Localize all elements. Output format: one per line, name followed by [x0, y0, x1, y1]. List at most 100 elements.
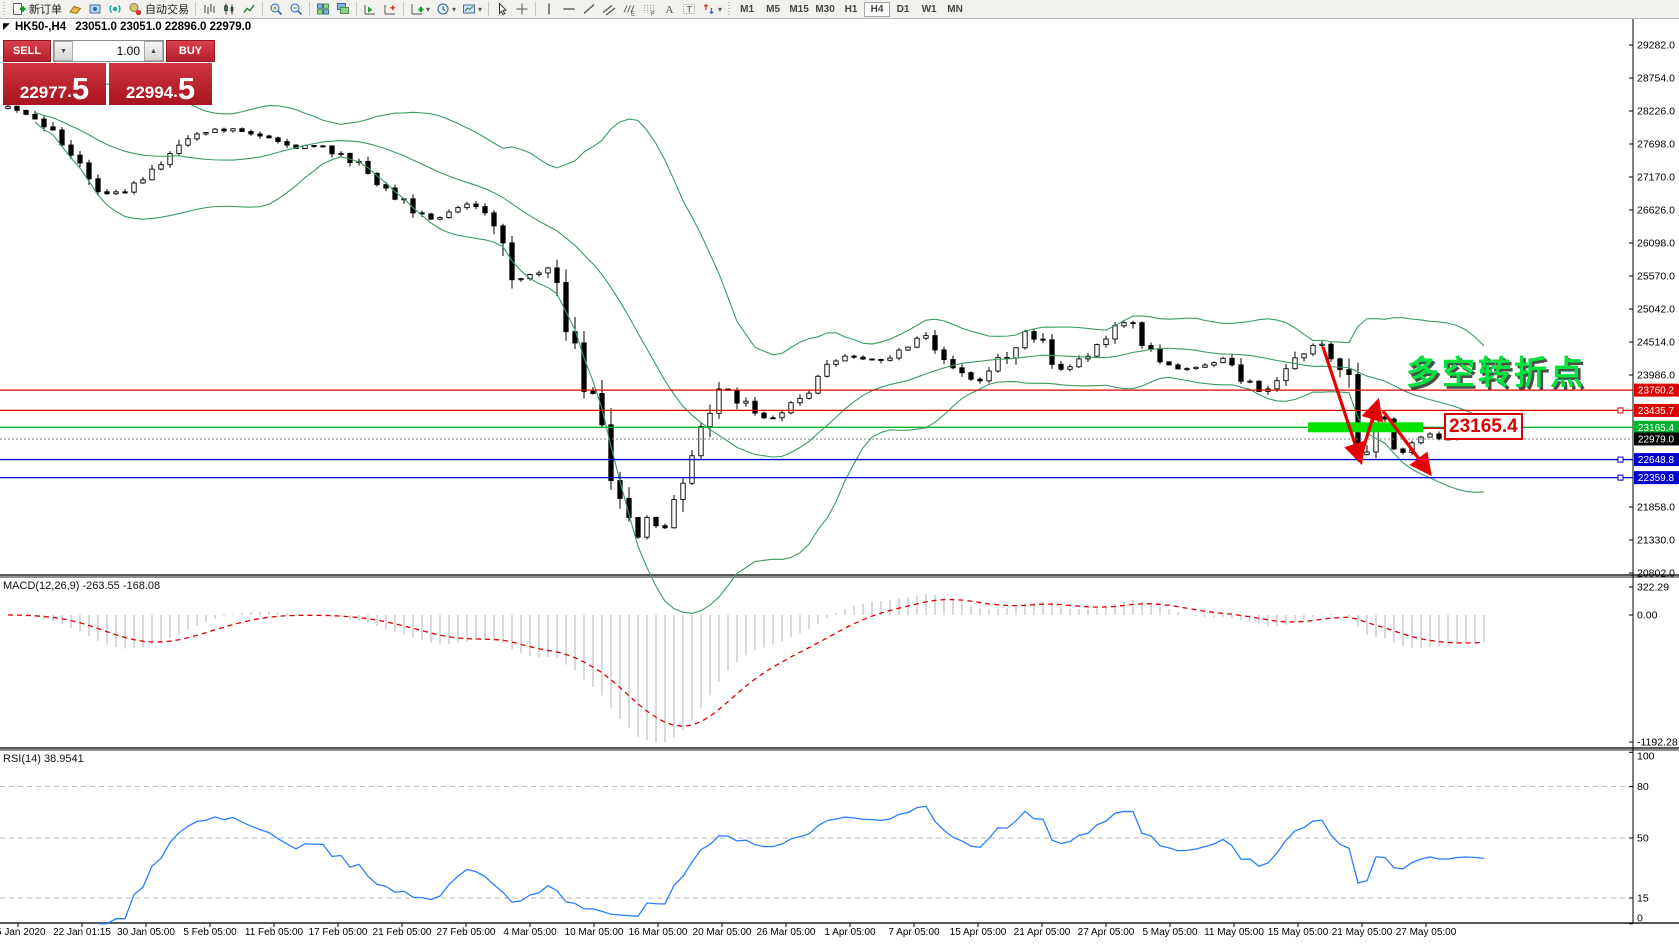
chart-canvas[interactable]: 23760.223435.723165.422979.022648.822359…: [0, 18, 1679, 944]
chevron-down-icon[interactable]: ▾: [478, 4, 483, 14]
new-order-button[interactable]: 新订单: [9, 1, 65, 18]
timeframe-H1-button[interactable]: H1: [844, 3, 858, 15]
price-axis: 29282.0 28754.0 28226.0 27698.0 27170.0 26626…: [1629, 40, 1675, 580]
cascade-windows-button[interactable]: [333, 1, 353, 18]
chart-title: HK50-,H4 23051.0 23051.0 22896.0 22979.0: [15, 21, 251, 33]
toolbar-separator: [535, 2, 537, 16]
tile-windows-button[interactable]: [313, 1, 333, 18]
fibonacci-button[interactable]: E: [619, 1, 639, 18]
sell-button[interactable]: SELL: [3, 40, 51, 62]
svg-text:A: A: [666, 4, 674, 16]
indicators-button[interactable]: ▾: [407, 1, 433, 18]
buy-price-frac: 5: [177, 71, 196, 106]
svg-text:15 Apr 05:00: 15 Apr 05:00: [950, 927, 1007, 938]
auto-scroll-button[interactable]: [360, 1, 380, 18]
bar-chart-button[interactable]: [199, 1, 219, 18]
macd-indicator-label: MACD(12,26,9) -263.55 -168.08: [3, 580, 160, 592]
svg-text:5 May 05:00: 5 May 05:00: [1142, 927, 1197, 938]
svg-text:27 Feb 05:00: 27 Feb 05:00: [437, 927, 496, 938]
cursor-button[interactable]: [492, 1, 512, 18]
chart-shift-icon: [383, 2, 397, 16]
timeframe-H4-button[interactable]: H4: [864, 1, 891, 17]
auto-trading-icon: [128, 2, 142, 16]
templates-button[interactable]: ▾: [459, 1, 485, 18]
svg-text:30 Jan 05:00: 30 Jan 05:00: [117, 927, 175, 938]
volume-spinner: ▼ ▲: [53, 40, 164, 62]
trendline-button[interactable]: [579, 1, 599, 18]
buy-price-dot: .: [173, 82, 178, 101]
chevron-down-icon[interactable]: ▾: [426, 4, 431, 14]
svg-text:22648.8: 22648.8: [1638, 455, 1675, 466]
svg-text:26626.0: 26626.0: [1637, 205, 1675, 217]
toolbar-grip: [727, 2, 733, 16]
svg-text:322.29: 322.29: [1637, 582, 1669, 594]
crosshair-button[interactable]: [512, 1, 532, 18]
date-axis: 15 Jan 2020 22 Jan 01:15 30 Jan 05:00 5 Feb…: [0, 923, 1457, 938]
equidistant-channel-button[interactable]: [599, 1, 619, 18]
svg-text:21 Apr 05:00: 21 Apr 05:00: [1014, 927, 1071, 938]
svg-text:F: F: [651, 12, 655, 17]
label-button[interactable]: T: [679, 1, 699, 18]
svg-text:26098.0: 26098.0: [1637, 238, 1675, 250]
cycle-lines-button[interactable]: F: [639, 1, 659, 18]
turning-point-annotation[interactable]: 多空转折点: [1406, 354, 1586, 391]
volume-input[interactable]: [73, 41, 144, 61]
buy-button[interactable]: BUY: [166, 40, 215, 62]
candlestick-chart-button[interactable]: [219, 1, 239, 18]
buy-price-tile[interactable]: 22994. 5: [109, 63, 212, 105]
svg-text:21 Feb 05:00: 21 Feb 05:00: [373, 927, 432, 938]
zoom-in-button[interactable]: [266, 1, 286, 18]
macd-name: MACD(12,26,9): [3, 580, 80, 592]
vertical-line-button[interactable]: [539, 1, 559, 18]
cursor-icon: [495, 2, 509, 16]
horizontal-line-button[interactable]: [559, 1, 579, 18]
auto-scroll-icon: [363, 2, 377, 16]
svg-text:28754.0: 28754.0: [1637, 73, 1675, 85]
svg-text:21330.0: 21330.0: [1637, 535, 1675, 547]
timeframe-D1-button[interactable]: D1: [896, 3, 910, 15]
chevron-down-icon[interactable]: ▾: [718, 4, 723, 14]
support-zone-rectangle[interactable]: [1308, 422, 1444, 433]
periods-button[interactable]: ▾: [433, 1, 459, 18]
svg-text:22979.0: 22979.0: [1638, 434, 1675, 445]
macd-signal-value: -168.08: [122, 580, 161, 592]
zoom-out-button[interactable]: [286, 1, 306, 18]
chart-shift-button[interactable]: [380, 1, 400, 18]
svg-text:20 Mar 05:00: 20 Mar 05:00: [693, 927, 752, 938]
history-center-button[interactable]: [65, 1, 85, 18]
arrows-button[interactable]: ▾: [699, 1, 725, 18]
timeframe-M1-button[interactable]: M1: [740, 3, 755, 15]
timeframe-W1-button[interactable]: W1: [921, 3, 937, 15]
svg-text:23435.7: 23435.7: [1638, 406, 1675, 417]
timeframe-M5-button[interactable]: M5: [766, 3, 781, 15]
auto-trading-button[interactable]: 自动交易: [125, 1, 192, 18]
toolbar-separator: [356, 2, 357, 16]
svg-text:23986.0: 23986.0: [1637, 370, 1675, 382]
svg-text:15 May 05:00: 15 May 05:00: [1268, 927, 1329, 938]
chevron-down-icon[interactable]: ▾: [452, 4, 457, 14]
sell-price-tile[interactable]: 22977. 5: [3, 63, 106, 105]
vertical-line-icon: [542, 2, 556, 16]
periods-icon: [436, 2, 450, 16]
signals-button[interactable]: [105, 1, 125, 18]
timeframe-MN-button[interactable]: MN: [947, 3, 963, 15]
svg-text:0: 0: [1637, 913, 1643, 925]
svg-text:100: 100: [1637, 751, 1655, 763]
timeframe-M30-button[interactable]: M30: [815, 3, 835, 15]
toolbar-separator: [403, 2, 404, 16]
cascade-windows-icon: [336, 2, 350, 16]
volume-decrease-button[interactable]: ▼: [54, 41, 73, 61]
line-chart-button[interactable]: [239, 1, 259, 18]
history-center-icon: [68, 2, 82, 16]
market-watch-button[interactable]: [85, 1, 105, 18]
collapse-panel-icon[interactable]: ◤: [3, 21, 10, 31]
text-button[interactable]: A: [659, 1, 679, 18]
timeframe-M15-button[interactable]: M15: [789, 3, 809, 15]
trendline-icon: [582, 2, 596, 16]
price-callout-label[interactable]: 23165.4: [1444, 413, 1523, 440]
volume-increase-button[interactable]: ▲: [144, 41, 163, 61]
templates-icon: [462, 2, 476, 16]
horizontal-line-icon: [562, 2, 576, 16]
toolbar-button-label: 自动交易: [145, 4, 189, 16]
trend-arrows[interactable]: [1321, 346, 1432, 477]
